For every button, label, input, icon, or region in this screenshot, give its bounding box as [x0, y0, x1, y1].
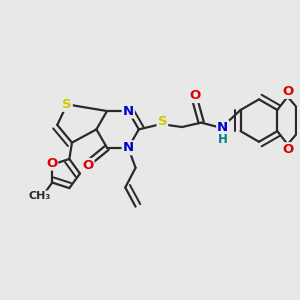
Text: H: H	[218, 133, 228, 146]
Text: O: O	[82, 159, 94, 172]
Text: S: S	[158, 115, 167, 128]
Text: N: N	[123, 141, 134, 154]
Text: O: O	[189, 89, 200, 102]
Text: O: O	[283, 85, 294, 98]
Text: CH₃: CH₃	[29, 191, 51, 201]
Text: O: O	[46, 157, 57, 169]
Text: S: S	[62, 98, 72, 111]
Text: N: N	[217, 121, 228, 134]
Text: N: N	[123, 104, 134, 118]
Text: O: O	[283, 143, 294, 156]
